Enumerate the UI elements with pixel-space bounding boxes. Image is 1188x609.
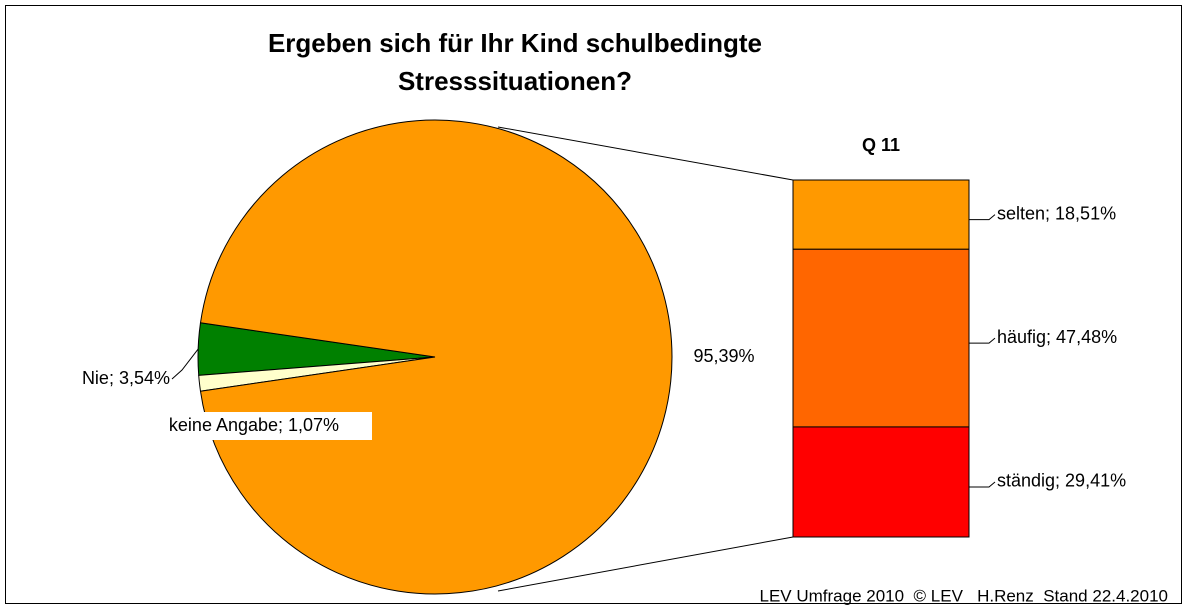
connector [497, 536, 794, 592]
leader-line [171, 348, 199, 380]
leader-line [969, 337, 996, 344]
data-label: 95,39% [693, 346, 754, 366]
connector [497, 126, 794, 181]
footer: LEV Umfrage 2010 © LEV H.Renz Stand 22.4… [760, 586, 1169, 605]
chart-title: Ergeben sich für Ihr Kind schulbedingte … [267, 28, 763, 96]
leader-line [969, 214, 996, 221]
data-label: keine Angabe; 1,07% [169, 415, 339, 435]
pie-slice [199, 119, 673, 595]
bar-segment [792, 179, 970, 250]
leader-line [969, 481, 996, 488]
label-box [137, 412, 372, 440]
data-label: ständig; 29,41% [997, 471, 1126, 491]
bar-segment [792, 248, 970, 428]
frame [5, 5, 1182, 604]
bar-title: Q 11 [862, 135, 900, 155]
data-label: Nie; 3,54% [82, 368, 170, 388]
data-label: selten; 18,51% [997, 203, 1116, 223]
bar-segment [792, 426, 970, 538]
data-label: häufig; 47,48% [997, 327, 1117, 347]
